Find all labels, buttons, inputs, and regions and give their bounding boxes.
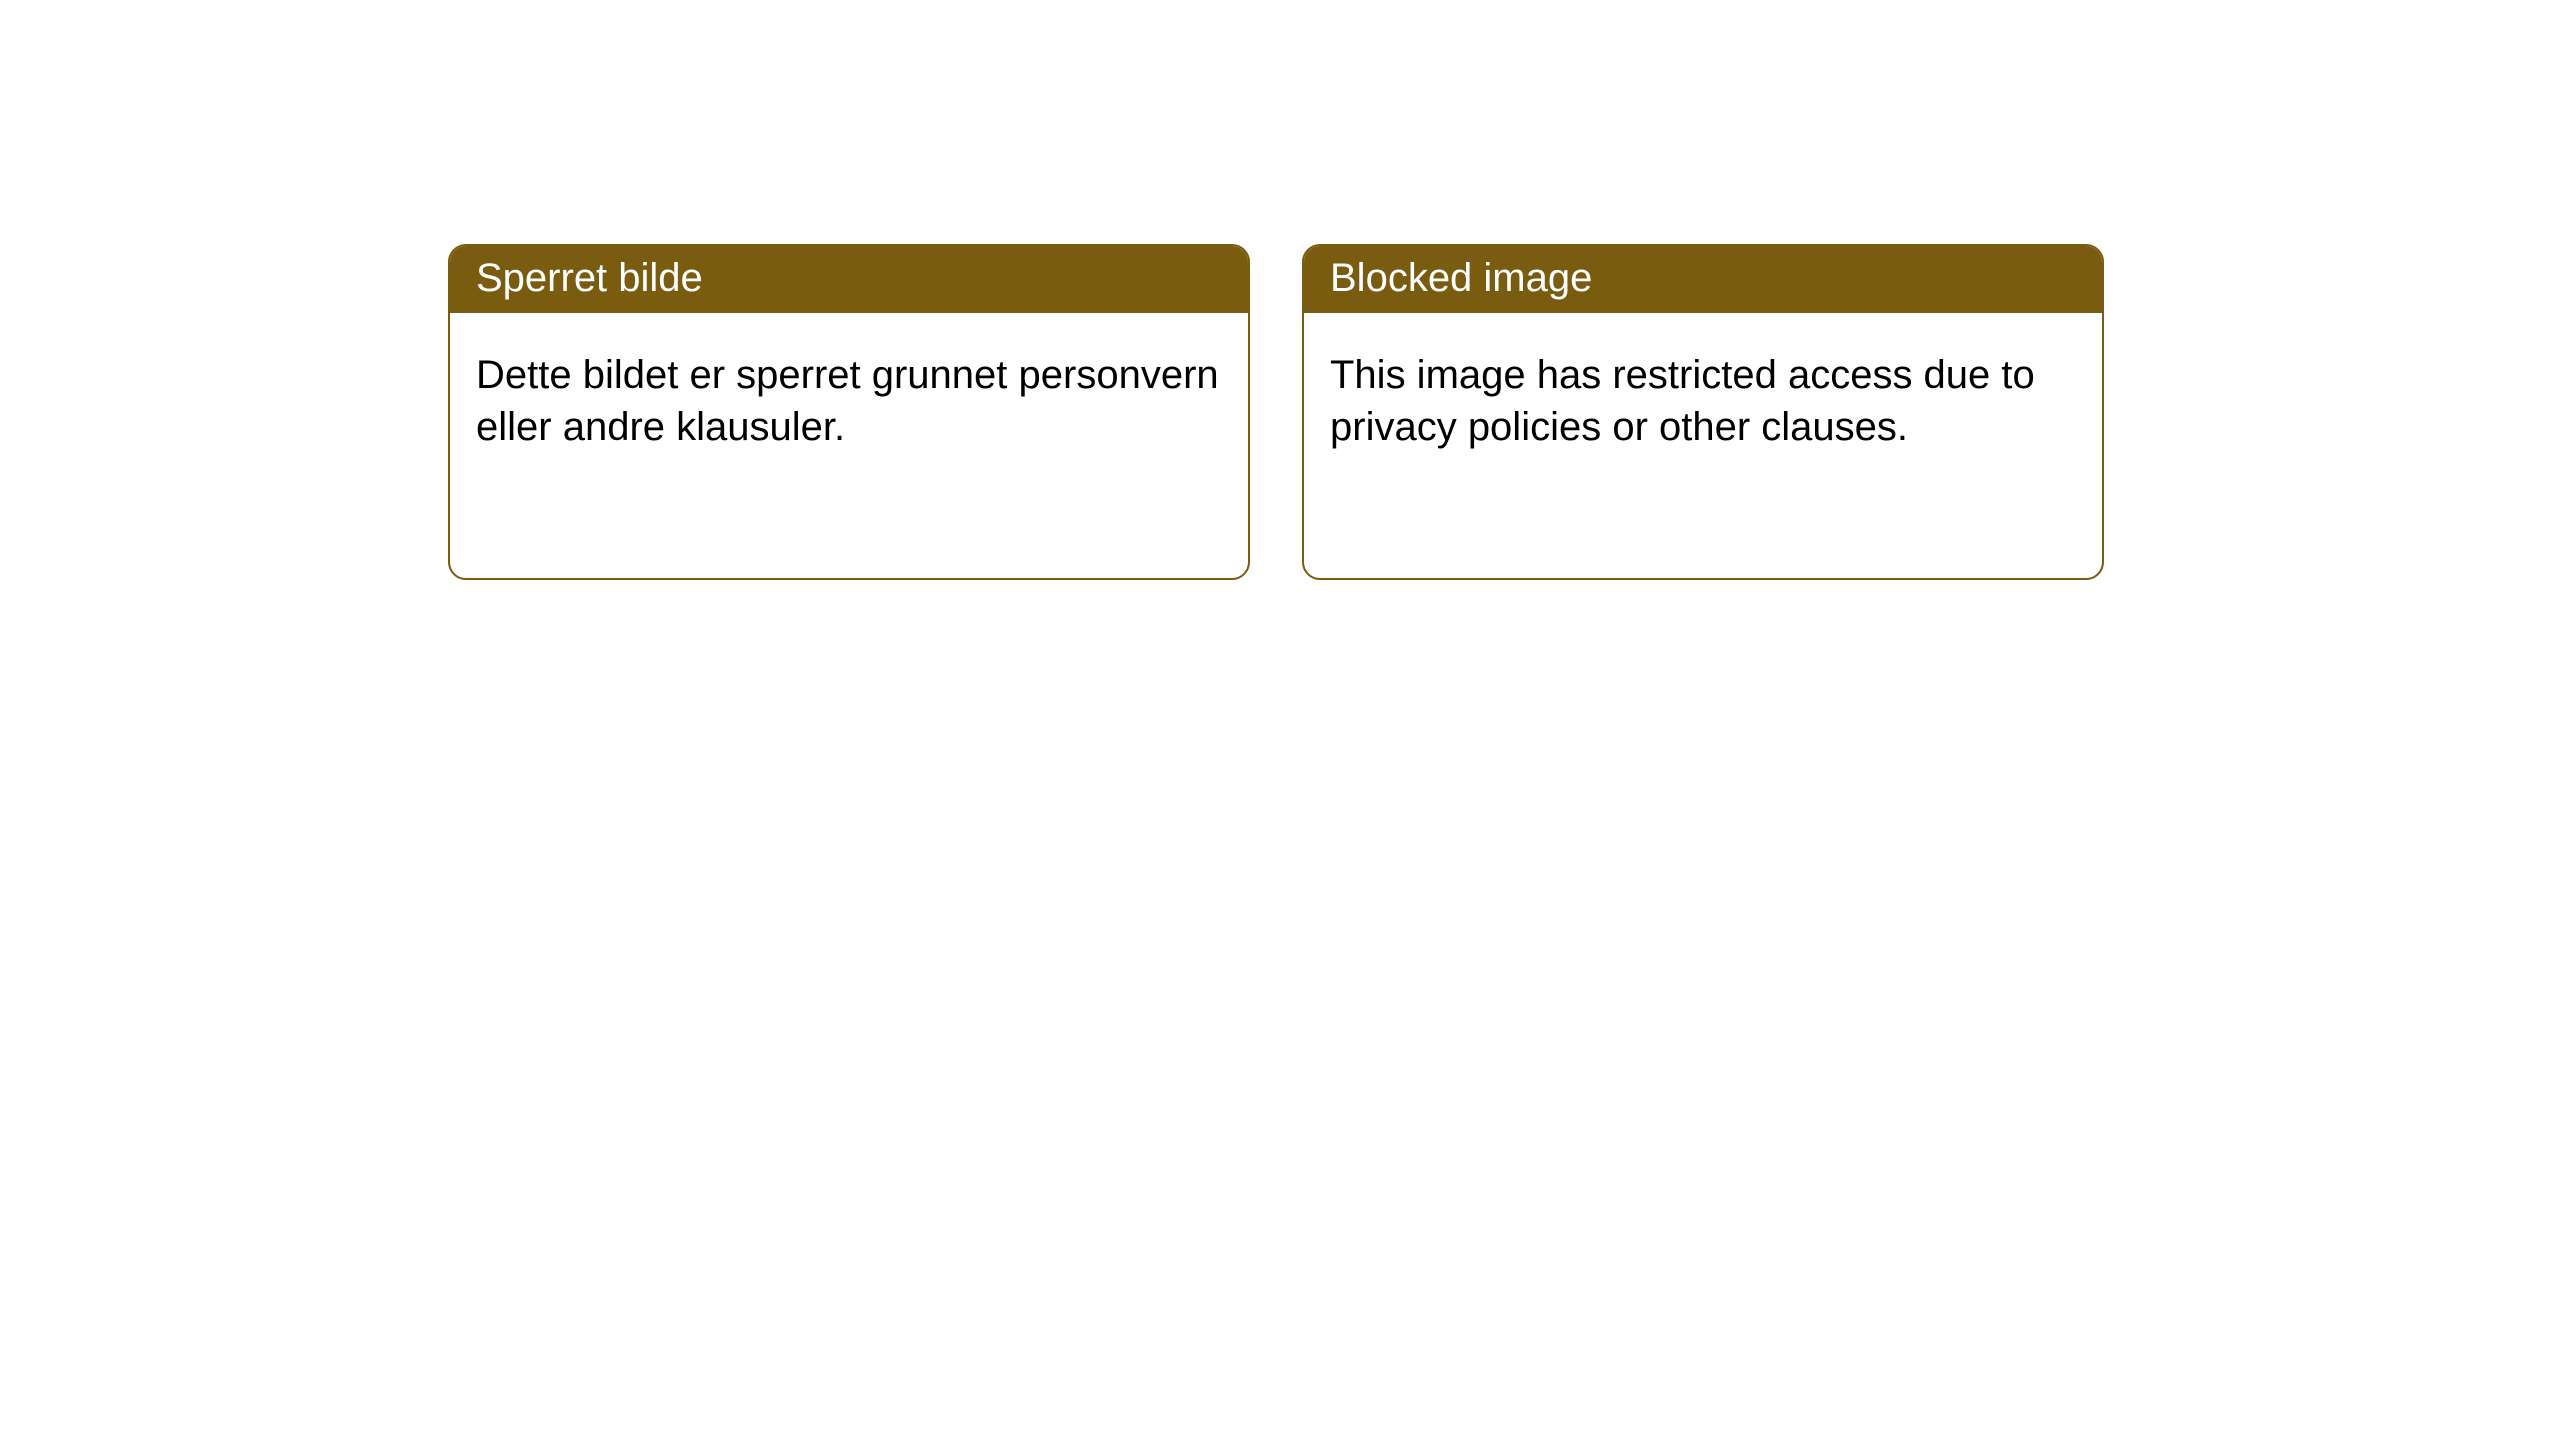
- card-title: Blocked image: [1304, 246, 2102, 313]
- card-title: Sperret bilde: [450, 246, 1248, 313]
- card-body: Dette bildet er sperret grunnet personve…: [450, 313, 1248, 489]
- notice-container: Sperret bilde Dette bildet er sperret gr…: [0, 0, 2560, 580]
- notice-card-english: Blocked image This image has restricted …: [1302, 244, 2104, 580]
- notice-card-norwegian: Sperret bilde Dette bildet er sperret gr…: [448, 244, 1250, 580]
- card-body: This image has restricted access due to …: [1304, 313, 2102, 489]
